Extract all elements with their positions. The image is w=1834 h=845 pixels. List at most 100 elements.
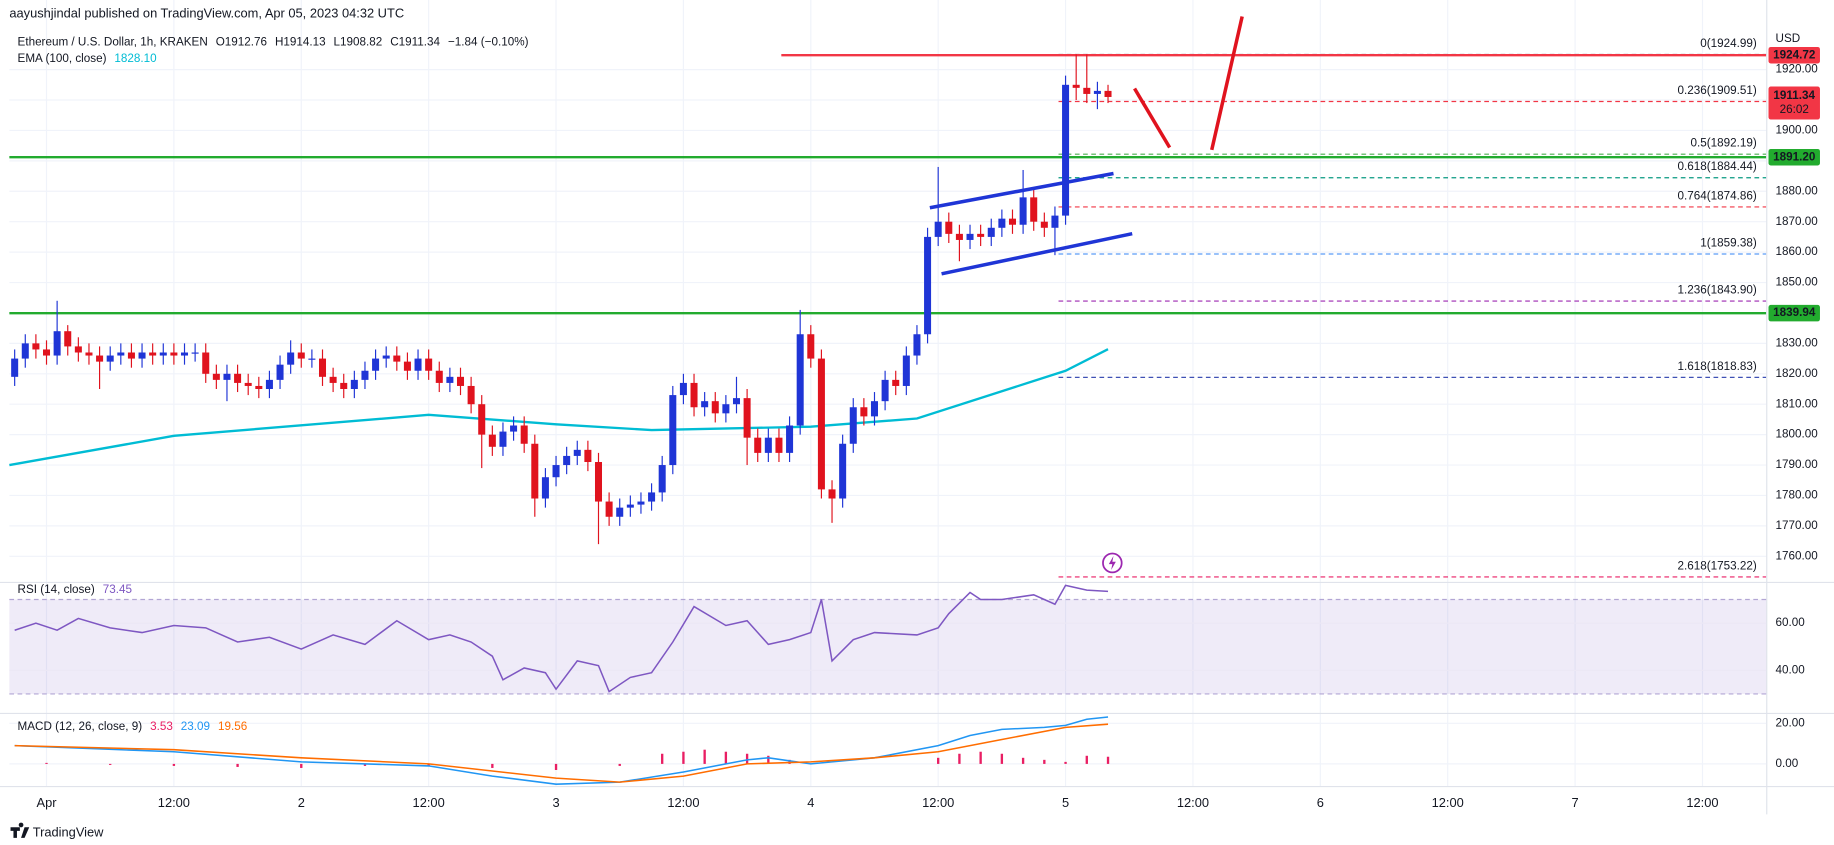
y-tick-label: 1800.00 bbox=[1776, 428, 1819, 441]
candle-body bbox=[276, 364, 284, 380]
candle-body bbox=[626, 504, 634, 508]
macd-histogram-bar bbox=[109, 763, 112, 765]
candle-body bbox=[478, 404, 486, 435]
candle-body bbox=[1030, 197, 1038, 222]
macd-histogram-bar bbox=[682, 751, 685, 764]
candle-body bbox=[350, 379, 358, 390]
candle-body bbox=[637, 501, 645, 505]
rsi-value: 73.45 bbox=[103, 583, 133, 596]
macd-tick-label: 20.00 bbox=[1776, 716, 1806, 729]
last-price-label: 1911.34 bbox=[1773, 89, 1815, 102]
candle-body bbox=[202, 352, 210, 374]
candle-body bbox=[372, 358, 380, 371]
candle-body bbox=[191, 352, 199, 354]
candle-body bbox=[403, 361, 411, 371]
candle-body bbox=[839, 443, 847, 499]
rsi-band bbox=[9, 599, 1767, 694]
candle-body bbox=[329, 376, 337, 383]
candle-body bbox=[902, 355, 910, 386]
macd-signal-value: 19.56 bbox=[218, 720, 248, 733]
macd-histogram-bar bbox=[427, 763, 430, 766]
candle-body bbox=[913, 334, 921, 356]
drawings bbox=[929, 16, 1244, 574]
candle-body bbox=[966, 233, 974, 240]
candle-body bbox=[393, 355, 401, 362]
candle-body bbox=[435, 370, 443, 383]
candle-body bbox=[1040, 221, 1048, 228]
fib-label: 0.618(1884.44) bbox=[1678, 160, 1757, 173]
candle-body bbox=[318, 358, 327, 377]
macd-histogram-bar bbox=[236, 763, 239, 767]
candle-body bbox=[648, 492, 656, 502]
candle-body bbox=[616, 507, 624, 517]
candle-body bbox=[425, 358, 433, 371]
last-price-box bbox=[1768, 86, 1820, 120]
channel-line bbox=[941, 231, 1133, 276]
candle-body bbox=[180, 352, 189, 356]
y-tick-label: 1830.00 bbox=[1776, 336, 1819, 349]
candle-body bbox=[669, 395, 677, 466]
candle-body bbox=[1083, 87, 1091, 94]
fib-label: 0.236(1909.51) bbox=[1678, 84, 1757, 97]
candle-body bbox=[605, 501, 613, 517]
candle-body bbox=[955, 233, 963, 240]
level-box bbox=[1768, 148, 1820, 166]
macd-histogram-bar bbox=[300, 763, 303, 768]
candle-body bbox=[1062, 84, 1070, 216]
macd-histogram-bar bbox=[661, 753, 664, 764]
candle-body bbox=[1051, 215, 1059, 228]
y-tick-label: 1760.00 bbox=[1776, 549, 1819, 562]
level-label: 1891.20 bbox=[1773, 150, 1816, 163]
y-tick-label: 1810.00 bbox=[1776, 397, 1819, 410]
candle-body bbox=[149, 352, 157, 356]
macd-histogram-bar bbox=[958, 753, 961, 764]
macd-histogram-bar bbox=[1043, 759, 1046, 764]
candle-body bbox=[244, 382, 252, 386]
candle-body bbox=[520, 425, 528, 444]
macd-hist-value: 3.53 bbox=[150, 720, 173, 733]
candles bbox=[11, 54, 1112, 545]
brand-name: TradingView bbox=[33, 825, 104, 840]
y-tick-label: 1770.00 bbox=[1776, 519, 1819, 532]
y-tick-label: 1860.00 bbox=[1776, 245, 1819, 258]
countdown-label: 26:02 bbox=[1780, 103, 1809, 116]
ohlc-low: L1908.82 bbox=[334, 36, 383, 49]
candle-body bbox=[1072, 84, 1080, 88]
fib-label: 2.618(1753.22) bbox=[1678, 559, 1757, 572]
macd-histogram-bar bbox=[45, 762, 48, 764]
candle-body bbox=[1093, 90, 1101, 94]
candle-body bbox=[287, 352, 295, 365]
macd-histogram-bar bbox=[937, 757, 940, 764]
macd-histogram-bar bbox=[1085, 755, 1088, 764]
candle-body bbox=[11, 358, 19, 377]
level-label: 1924.72 bbox=[1773, 48, 1816, 61]
candle-body bbox=[658, 465, 666, 493]
y-tick-label: 1850.00 bbox=[1776, 276, 1819, 289]
candle-body bbox=[690, 382, 698, 408]
macd-histogram-bar bbox=[767, 755, 770, 764]
x-tick-label: 12:00 bbox=[158, 795, 190, 810]
candle-body bbox=[361, 370, 369, 380]
candle-body bbox=[881, 379, 889, 402]
candle-body bbox=[998, 218, 1006, 228]
candle-body bbox=[701, 401, 709, 408]
candle-body bbox=[255, 385, 263, 390]
indicator-panels bbox=[0, 0, 1834, 815]
candle-body bbox=[786, 425, 794, 453]
arrow-line bbox=[1210, 16, 1244, 151]
x-tick-label: 12:00 bbox=[1177, 795, 1209, 810]
symbol: Ethereum / U.S. Dollar, 1h, KRAKEN bbox=[18, 36, 208, 49]
candle-body bbox=[732, 398, 741, 405]
ohlc-change: −1.84 (−0.10%) bbox=[448, 36, 529, 49]
event-icon-bolt bbox=[1108, 555, 1116, 571]
candle-body bbox=[817, 358, 825, 490]
x-tick-label: 12:00 bbox=[413, 795, 445, 810]
candle-body bbox=[892, 379, 900, 386]
macd-histogram-bar bbox=[724, 751, 728, 764]
candle-body bbox=[414, 358, 422, 371]
fib-label: 0.5(1892.19) bbox=[1691, 137, 1757, 150]
level-box bbox=[1768, 304, 1820, 322]
ema-legend: EMA (100, close) 1828.10 bbox=[18, 52, 158, 65]
